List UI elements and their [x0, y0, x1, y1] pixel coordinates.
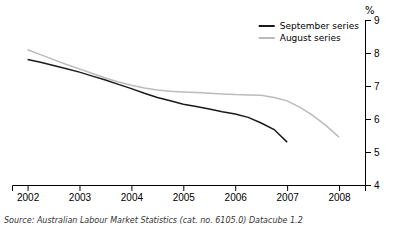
x-tick: 2005 — [173, 185, 196, 203]
y-tick-label: 4 — [374, 180, 380, 191]
legend-entry: August series — [259, 33, 341, 43]
y-tick: 5 — [365, 147, 380, 158]
y-tick-mark — [365, 53, 371, 54]
x-tick: 2002 — [17, 185, 40, 203]
x-tick-label: 2002 — [17, 192, 40, 203]
y-axis: 4 5 6 7 8 9 — [365, 15, 380, 191]
y-axis-line — [366, 21, 372, 186]
x-tick-mark — [131, 185, 132, 191]
x-tick: 2004 — [121, 185, 144, 203]
x-tick-label: 2008 — [328, 192, 351, 203]
legend-swatch — [259, 25, 275, 27]
y-tick-mark — [365, 119, 371, 120]
legend-entry: September series — [259, 21, 360, 31]
x-tick-label: 2003 — [69, 192, 92, 203]
x-tick-mark — [28, 185, 29, 191]
y-tick: 9 — [365, 15, 380, 26]
x-tick-mark — [287, 185, 288, 191]
y-tick-mark — [365, 20, 371, 21]
legend-label: August series — [280, 33, 341, 43]
x-tick: 2003 — [69, 185, 92, 203]
x-tick: 2008 — [328, 185, 351, 203]
y-tick-label: 5 — [374, 147, 380, 158]
y-tick-mark — [365, 152, 371, 153]
x-tick-label: 2006 — [225, 192, 248, 203]
lines — [28, 50, 339, 142]
y-tick: 8 — [365, 48, 380, 59]
x-tick-mark — [183, 185, 184, 191]
y-tick: 4 — [365, 180, 380, 191]
y-tick-mark — [365, 86, 371, 87]
y-tick-label: 6 — [374, 114, 380, 125]
x-tick: 2007 — [277, 185, 300, 203]
y-tick: 7 — [365, 81, 380, 92]
y-label: % — [365, 5, 375, 16]
y-tick-label: 9 — [374, 15, 380, 26]
y-tick-label: 8 — [374, 48, 380, 59]
x-tick-label: 2005 — [173, 192, 196, 203]
x-tick-mark — [339, 185, 340, 191]
x-axis: 2002 2003 2004 2005 2006 2007 2008 — [13, 185, 366, 203]
legend: September series August series — [259, 21, 360, 43]
series-line — [28, 50, 339, 137]
chart: 2002 2003 2004 2005 2006 2007 2008 4 5 6 7 8 9% Septe… — [0, 0, 397, 227]
y-tick-label: 7 — [374, 81, 380, 92]
legend-swatch — [259, 37, 275, 39]
plot: 2002 2003 2004 2005 2006 2007 2008 4 5 6 7 8 9% Septe… — [13, 5, 381, 203]
y-tick: 6 — [365, 114, 380, 125]
source-note: Source: Australian Labour Market Statist… — [4, 216, 303, 225]
x-axis-line — [13, 186, 366, 192]
x-tick-mark — [235, 185, 236, 191]
x-tick: 2006 — [225, 185, 248, 203]
y-tick-mark — [365, 185, 371, 186]
x-tick-label: 2007 — [277, 192, 300, 203]
series-line — [28, 60, 288, 143]
x-tick-mark — [79, 185, 80, 191]
legend-label: September series — [280, 21, 360, 31]
x-tick-label: 2004 — [121, 192, 144, 203]
